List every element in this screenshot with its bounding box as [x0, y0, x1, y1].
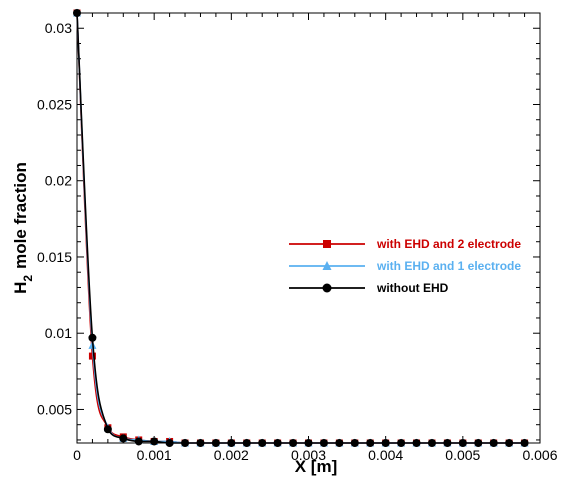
y-tick-label: 0.01: [45, 325, 72, 341]
x-tick-label: 0.003: [291, 447, 326, 463]
x-tick-label: 0.001: [137, 447, 172, 463]
data-point: [88, 333, 97, 342]
data-point: [103, 425, 112, 434]
data-point: [474, 439, 483, 447]
data-point: [273, 439, 282, 447]
legend-label: without EHD: [376, 281, 449, 295]
x-tick-label: 0.002: [214, 447, 249, 463]
legend-item: with EHD and 1 electrode: [289, 259, 521, 273]
y-axis: 0.005 0.01 0.015 0.02 0.025 0.03: [37, 20, 540, 441]
data-point: [397, 439, 406, 447]
data-point: [211, 439, 220, 447]
y-axis-title-rest: mole fraction: [11, 162, 30, 269]
legend-marker: [322, 283, 332, 293]
data-point: [134, 437, 143, 446]
legend-label: with EHD and 1 electrode: [376, 259, 521, 273]
data-point: [520, 439, 529, 447]
x-tick-label: 0.006: [522, 447, 557, 463]
plot-area: [76, 12, 541, 444]
x-tick-label: 0: [73, 447, 81, 463]
y-axis-title-subscript: 2: [21, 275, 35, 282]
data-point: [196, 439, 205, 447]
series-line: [76, 12, 525, 444]
data-point: [443, 439, 452, 447]
series-layer: [73, 8, 529, 447]
data-point: [304, 439, 313, 447]
data-point: [458, 439, 467, 447]
x-axis-title: X [m]: [295, 457, 338, 476]
data-point: [258, 439, 267, 447]
legend-label: with EHD and 2 electrode: [376, 237, 521, 251]
data-point: [366, 439, 375, 447]
y-axis-title-main: H: [11, 282, 30, 294]
y-tick-label: 0.025: [37, 96, 72, 112]
series-line: [76, 12, 525, 444]
y-axis-title: H2 mole fraction: [11, 162, 35, 294]
data-point: [150, 437, 159, 446]
y-tick-label: 0.005: [37, 401, 72, 417]
data-point: [119, 434, 128, 443]
series-line: [76, 12, 525, 444]
data-point: [181, 439, 190, 447]
data-point: [242, 439, 251, 447]
data-point: [165, 439, 174, 447]
data-point: [335, 439, 344, 447]
y-tick-label: 0.02: [45, 173, 72, 189]
legend-item: with EHD and 2 electrode: [289, 237, 521, 251]
data-point: [289, 439, 298, 447]
series-triangle: [73, 8, 529, 447]
y-tick-label: 0.03: [45, 20, 72, 36]
data-point: [88, 352, 96, 360]
data-point: [381, 439, 390, 447]
legend: with EHD and 2 electrode with EHD and 1 e…: [289, 237, 521, 295]
series-circle: [73, 9, 529, 447]
data-point: [73, 9, 81, 17]
y-tick-label: 0.015: [37, 249, 72, 265]
plot-frame: [76, 12, 541, 444]
data-point: [227, 439, 236, 447]
data-point: [412, 439, 421, 447]
data-point: [489, 439, 498, 447]
x-axis: 0 0.001 0.002 0.003 0.004 0.005 0.006: [73, 13, 558, 463]
legend-marker: [323, 240, 331, 248]
x-tick-label: 0.004: [368, 447, 403, 463]
legend-marker: [322, 261, 332, 270]
x-tick-label: 0.005: [445, 447, 480, 463]
data-point: [505, 439, 514, 447]
data-point: [319, 439, 328, 447]
data-point: [427, 439, 436, 447]
series-square: [73, 9, 529, 447]
legend-item: without EHD: [289, 281, 449, 295]
data-point: [350, 439, 359, 447]
